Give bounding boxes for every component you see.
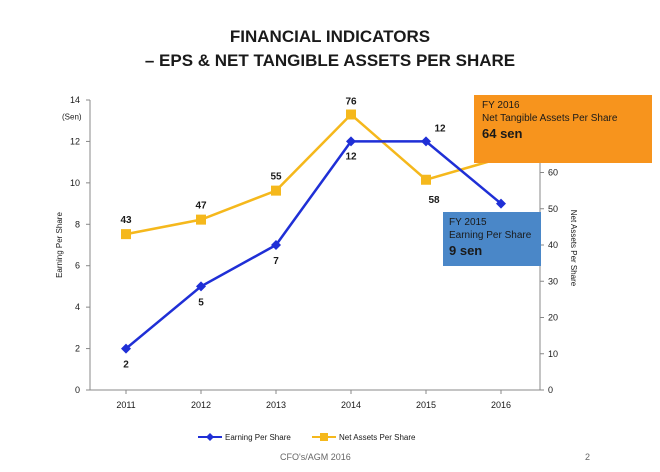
nta-point [271, 185, 281, 196]
eps-callout: FY 2015 Earning Per Share 9 sen [443, 212, 541, 266]
nta-point [121, 229, 131, 240]
nta-point [421, 174, 431, 185]
y-left-axis-label: Earning Per Share [55, 212, 64, 278]
nta-data-label: 58 [428, 195, 440, 206]
legend-nta-marker [320, 433, 328, 441]
nta-series-line [125, 112, 502, 236]
chart-title: FINANCIAL INDICATORS [229, 27, 431, 46]
nta-data-label: 55 [270, 172, 282, 183]
y-right-tick-label: 0 [548, 385, 553, 395]
y-right-tick-label: 60 [548, 168, 558, 178]
eps-point [271, 240, 281, 250]
x-tick-label: 2012 [191, 400, 211, 410]
y-right-tick-label: 30 [548, 276, 558, 286]
y-right-tick-label: 10 [548, 349, 558, 359]
y-left-tick-label: 10 [70, 178, 80, 188]
y-left-tick-label: 12 [70, 136, 80, 146]
y-left-tick-label: 14 [70, 95, 80, 105]
nta-callout-year: FY 2016 [482, 100, 520, 111]
nta-data-label: 76 [345, 97, 357, 108]
eps-callout-label: Earning Per Share [449, 230, 532, 241]
eps-data-label: 2 [123, 360, 129, 371]
legend-eps-label: Earning Per Share [225, 433, 291, 442]
legend-eps-marker [206, 433, 214, 441]
nta-data-label: 47 [195, 201, 207, 212]
eps-data-label: 12 [434, 123, 446, 134]
chart-subtitle: – EPS & NET TANGIBLE ASSETS PER SHARE [144, 51, 516, 70]
eps-callout-value: 9 sen [449, 243, 483, 258]
eps-data-label: 5 [198, 297, 204, 308]
x-tick-label: 2011 [116, 400, 135, 410]
y-left-tick-label: 6 [75, 261, 80, 271]
x-tick-label: 2013 [266, 400, 286, 410]
eps-callout-year: FY 2015 [449, 217, 487, 228]
eps-point [196, 281, 206, 292]
eps-point [496, 198, 506, 209]
nta-point [346, 109, 356, 120]
eps-point [346, 136, 356, 147]
legend-nta-label: Net Assets Per Share [339, 433, 416, 442]
eps-point [121, 343, 131, 354]
eps-data-label: 7 [273, 256, 279, 267]
x-tick-label: 2014 [341, 400, 361, 410]
y-left-unit-label: (Sen) [62, 113, 82, 122]
y-right-tick-label: 50 [548, 204, 558, 214]
y-left-tick-label: 0 [75, 385, 80, 395]
eps-data-label: 12 [345, 151, 357, 162]
y-right-axis-label: Net Assets Per Share [569, 210, 578, 287]
y-right-tick-label: 20 [548, 313, 558, 323]
nta-callout: FY 2016 Net Tangible Assets Per Share 64… [474, 95, 652, 163]
page-number: 2 [585, 452, 591, 462]
y-left-tick-label: 8 [75, 219, 80, 229]
y-left-tick-label: 4 [75, 302, 80, 312]
eps-point [421, 136, 431, 147]
nta-callout-label: Net Tangible Assets Per Share [482, 113, 618, 124]
x-tick-label: 2016 [491, 400, 511, 410]
nta-point [196, 214, 206, 225]
nta-data-label: 43 [120, 215, 132, 226]
y-left-tick-label: 2 [75, 344, 80, 354]
nta-callout-value: 64 sen [482, 126, 523, 141]
y-right-tick-label: 40 [548, 240, 558, 250]
footer-text: CFO's/AGM 2016 [280, 452, 351, 462]
x-tick-label: 2015 [416, 400, 436, 410]
eps-series-line [125, 140, 502, 350]
